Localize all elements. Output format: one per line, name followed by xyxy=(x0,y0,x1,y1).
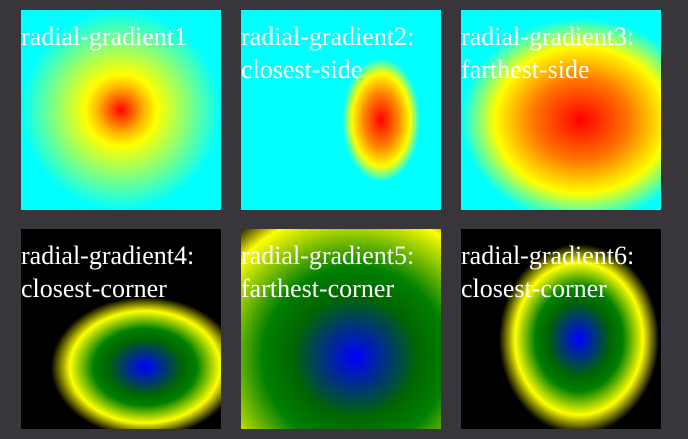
radial-gradient-tile-6: radial-gradient6: closest-corner xyxy=(461,229,661,429)
tile-label-2-line-1: radial-gradient2: xyxy=(241,22,415,51)
tile-label-3-line-2: farthest-side xyxy=(461,55,590,84)
tile-label-4-line-1: radial-gradient4: xyxy=(21,241,195,270)
tile-label-5-line-2: farthest-corner xyxy=(241,274,395,303)
tile-label-4: radial-gradient4: closest-corner xyxy=(21,239,221,305)
tile-label-5: radial-gradient5: farthest-corner xyxy=(241,239,441,305)
tile-label-6-line-2: closest-corner xyxy=(461,274,607,303)
tile-label-4-line-2: closest-corner xyxy=(21,274,167,303)
tile-label-3-line-1: radial-gradient3: xyxy=(461,22,635,51)
radial-gradient-tile-1: radial-gradient1 xyxy=(21,10,221,210)
radial-gradient-tile-5: radial-gradient5: farthest-corner xyxy=(241,229,441,429)
tile-label-6: radial-gradient6: closest-corner xyxy=(461,239,661,305)
tile-label-2: radial-gradient2: closest-side xyxy=(241,20,441,86)
tile-label-1-line-1: radial-gradient1 xyxy=(21,22,188,51)
radial-gradient-tile-3: radial-gradient3: farthest-side xyxy=(461,10,661,210)
tile-label-3: radial-gradient3: farthest-side xyxy=(461,20,661,86)
tile-label-2-line-2: closest-side xyxy=(241,55,363,84)
radial-gradient-tile-4: radial-gradient4: closest-corner xyxy=(21,229,221,429)
radial-gradient-tile-2: radial-gradient2: closest-side xyxy=(241,10,441,210)
tile-label-1: radial-gradient1 xyxy=(21,20,221,53)
tile-label-6-line-1: radial-gradient6: xyxy=(461,241,635,270)
tile-label-5-line-1: radial-gradient5: xyxy=(241,241,415,270)
